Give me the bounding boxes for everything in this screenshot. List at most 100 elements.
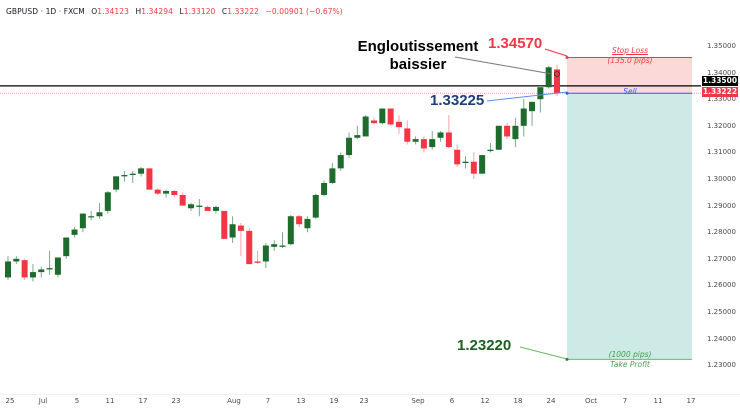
price-tick: 1.31000 xyxy=(707,148,736,157)
stop-loss-pips: (135.0 pips) xyxy=(607,56,653,65)
entry-connector xyxy=(486,91,568,102)
candle-body xyxy=(63,237,70,257)
candle-body xyxy=(154,189,161,194)
candle-body xyxy=(246,230,253,265)
change-value: −0.00901 (−0.67%) xyxy=(265,7,343,16)
candle-body xyxy=(179,194,186,206)
candle-body xyxy=(412,139,419,142)
candle-body xyxy=(46,268,53,270)
candle-body xyxy=(537,87,544,100)
candle-body xyxy=(387,108,394,125)
high-value: 1.34294 xyxy=(141,7,173,16)
candle-body xyxy=(204,206,211,211)
candle-body xyxy=(470,161,477,174)
candle-body xyxy=(420,139,427,149)
entry-anchor-icon xyxy=(565,91,569,95)
entry-price-annotation[interactable]: 1.33225 xyxy=(430,92,485,109)
time-tick: 7 xyxy=(265,397,271,405)
time-tick: 25 xyxy=(5,397,15,405)
time-axis-bg xyxy=(0,394,740,415)
price-tick: 1.23000 xyxy=(707,361,736,370)
candle-body xyxy=(237,225,244,231)
price-tick: 1.35000 xyxy=(707,42,736,50)
take-profit-zone xyxy=(567,93,692,360)
candle-body xyxy=(54,257,61,275)
stop-anchor-icon xyxy=(565,55,569,59)
price-tick: 1.29000 xyxy=(707,201,736,210)
candle-body xyxy=(79,213,86,229)
pattern-annotation[interactable]: Engloutissement baissier xyxy=(357,38,479,73)
candle-body xyxy=(312,194,319,218)
candle-body xyxy=(229,224,236,238)
price-tick: 1.30000 xyxy=(707,175,736,183)
candle-body xyxy=(113,176,120,190)
stop-loss-label: Stop Loss xyxy=(611,46,649,55)
candle-body xyxy=(121,175,128,177)
candle-body xyxy=(88,216,95,218)
candle-body xyxy=(138,168,145,174)
time-tick: 19 xyxy=(329,397,339,405)
take-profit-pips: (1000 pips) xyxy=(608,350,652,359)
symbol[interactable]: GBPUSD xyxy=(6,7,39,16)
time-tick: 13 xyxy=(296,397,306,405)
candle-body xyxy=(21,260,28,278)
candle-body xyxy=(395,121,402,128)
candle-body xyxy=(146,168,153,190)
pattern-connector xyxy=(454,56,553,75)
symbol-legend: GBPUSD · 1D · FXCM O1.34123 H1.34294 L1.… xyxy=(6,7,343,16)
time-tick: 24 xyxy=(546,397,556,405)
candle-body xyxy=(71,229,78,235)
source: FXCM xyxy=(63,7,85,16)
time-tick: 7 xyxy=(622,397,628,405)
candle-body xyxy=(479,155,486,174)
candle-body xyxy=(262,245,269,262)
target-anchor-icon xyxy=(565,357,569,361)
time-tick: 12 xyxy=(480,397,490,405)
price-tick: 1.24000 xyxy=(707,334,736,343)
candle-body xyxy=(29,272,36,278)
candle-body xyxy=(304,218,311,229)
take-profit-label: Take Profit xyxy=(610,360,650,369)
candle-body xyxy=(163,190,170,194)
candle-body xyxy=(445,132,452,148)
candle-body xyxy=(354,135,361,138)
pattern-marker-icon xyxy=(554,71,560,77)
candle-body xyxy=(512,125,519,140)
candle-body xyxy=(287,216,294,245)
price-tick: 1.28000 xyxy=(707,228,736,237)
open-value: 1.34123 xyxy=(97,7,129,16)
time-tick: 23 xyxy=(359,397,369,405)
candle-body xyxy=(404,128,411,142)
candle-body xyxy=(504,125,511,137)
time-tick: 11 xyxy=(653,397,663,405)
candle-body xyxy=(38,269,45,273)
stop-connector xyxy=(544,48,568,57)
target-price-annotation[interactable]: 1.23220 xyxy=(457,337,512,354)
price-tick: 1.32000 xyxy=(707,121,736,130)
time-tick: 18 xyxy=(513,397,523,405)
candle-body xyxy=(371,120,377,124)
line-price-tag: 1.33500 xyxy=(702,76,738,86)
time-tick: Jul xyxy=(38,397,48,405)
sell-label: Sell xyxy=(623,87,637,96)
candle-body xyxy=(129,173,136,176)
timeframe[interactable]: 1D xyxy=(45,7,57,16)
target-connector xyxy=(519,346,568,360)
price-tick: 1.33000 xyxy=(707,95,736,104)
stop-loss-zone xyxy=(567,57,692,94)
candle-body xyxy=(362,116,369,137)
time-tick: Aug xyxy=(227,397,241,405)
close-value: 1.33222 xyxy=(227,7,259,16)
candle-body xyxy=(429,139,436,148)
candle-body xyxy=(212,206,219,211)
price-tick: 1.27000 xyxy=(707,254,736,263)
time-tick: 11 xyxy=(105,397,115,405)
candle-body xyxy=(495,125,502,150)
price-tick: 1.26000 xyxy=(707,281,736,290)
stop-price-annotation[interactable]: 1.34570 xyxy=(488,35,543,52)
low-value: 1.33120 xyxy=(183,7,216,16)
price-axis-bg xyxy=(701,0,740,394)
candle-body xyxy=(296,216,303,225)
